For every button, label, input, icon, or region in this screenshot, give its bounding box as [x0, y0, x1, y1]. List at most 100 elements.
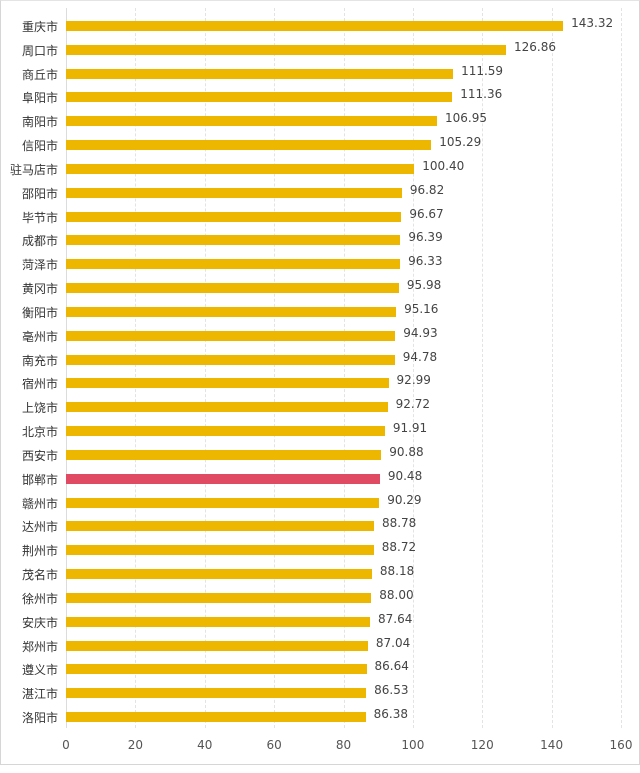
plot-area: 重庆市 143.32 周口市 126.86 商丘市 111.59 阜阳市 111.36 南阳市 1… — [10, 8, 622, 729]
category-label: 黄冈市 — [21, 282, 58, 297]
value-label: 86.64 — [374, 659, 409, 674]
bar-row: 南阳市 106.95 — [22, 109, 621, 133]
value-label: 86.53 — [374, 683, 409, 698]
bar — [66, 116, 437, 127]
bar — [66, 283, 399, 294]
bar-row: 安庆市 87.64 — [22, 610, 621, 634]
bar-row: 遵义市 86.64 — [22, 657, 621, 681]
bar-row: 周口市 126.86 — [22, 38, 621, 62]
value-label: 92.99 — [396, 373, 431, 388]
category-label: 周口市 — [21, 43, 58, 58]
value-label: 94.78 — [402, 349, 438, 364]
gridline — [551, 8, 553, 728]
bar-row: 邯郸市 90.48 — [22, 467, 621, 491]
bar — [66, 306, 397, 317]
value-label: 88.72 — [381, 540, 417, 555]
category-label: 驻马店市 — [9, 162, 58, 177]
bar — [66, 616, 370, 627]
category-label: 重庆市 — [21, 20, 58, 34]
category-label: 南充市 — [21, 353, 58, 368]
bar — [66, 449, 382, 460]
value-label: 88.00 — [379, 587, 414, 602]
highlighted-bar — [66, 473, 380, 484]
gridline — [343, 8, 345, 728]
bar — [66, 68, 454, 79]
value-label: 106.95 — [444, 111, 487, 126]
bar-row: 邵阳市 96.82 — [22, 181, 621, 205]
gridline — [482, 8, 484, 728]
category-label: 南阳市 — [21, 115, 58, 130]
x-tick-label: 100 — [401, 738, 425, 752]
x-tick-label: 0 — [62, 738, 70, 752]
bar — [66, 688, 367, 699]
category-label: 郑州市 — [21, 639, 58, 654]
gridline — [412, 8, 414, 728]
gridline — [204, 8, 206, 728]
bar — [66, 163, 415, 174]
category-label: 亳州市 — [21, 329, 58, 344]
category-label: 毕节市 — [21, 210, 58, 225]
value-label: 96.82 — [409, 182, 445, 197]
value-label: 92.72 — [395, 397, 430, 412]
category-label: 信阳市 — [21, 139, 58, 154]
category-label: 宿州市 — [21, 377, 58, 392]
bar-row: 南充市 94.78 — [22, 348, 621, 372]
bar-row: 茂名市 88.18 — [22, 562, 621, 586]
category-label: 阜阳市 — [21, 91, 58, 106]
bar — [66, 426, 385, 437]
gridline — [621, 8, 622, 728]
value-label: 96.67 — [409, 206, 444, 221]
bar-row: 西安市 90.88 — [22, 443, 621, 467]
value-label: 143.32 — [571, 16, 614, 30]
bar — [66, 187, 402, 198]
bar-row: 商丘市 111.59 — [22, 62, 621, 86]
bar — [66, 640, 368, 651]
x-tick-label: 140 — [540, 738, 564, 752]
category-label: 荆州市 — [21, 544, 58, 559]
value-label: 86.38 — [373, 707, 408, 722]
category-label: 上饶市 — [21, 401, 58, 416]
value-label: 100.40 — [422, 158, 465, 173]
gridline — [66, 8, 67, 728]
value-label: 94.93 — [403, 325, 438, 340]
bar — [66, 664, 367, 675]
bar — [66, 330, 396, 341]
bar — [66, 521, 374, 532]
bar — [66, 259, 401, 270]
category-label: 成都市 — [21, 234, 58, 249]
category-label: 衡阳市 — [21, 305, 58, 320]
category-label: 湛江市 — [21, 687, 58, 702]
value-label: 91.91 — [392, 421, 428, 436]
bar-row: 毕节市 96.67 — [22, 205, 621, 229]
category-label: 邵阳市 — [21, 186, 58, 201]
bar — [66, 712, 366, 723]
bar-row: 上饶市 92.72 — [22, 395, 621, 419]
bar-row: 洛阳市 86.38 — [22, 705, 621, 729]
category-label: 安庆市 — [21, 615, 58, 630]
bar — [66, 402, 388, 413]
bar-row: 成都市 96.39 — [22, 228, 621, 252]
x-tick-label: 40 — [197, 738, 213, 752]
category-label: 商丘市 — [21, 67, 58, 82]
bar-row: 阜阳市 111.36 — [22, 85, 621, 109]
category-label: 洛阳市 — [21, 711, 58, 726]
bar-row: 重庆市 143.32 — [22, 14, 621, 38]
value-label: 111.59 — [461, 63, 504, 78]
bar — [66, 545, 374, 556]
bar-row: 荆州市 88.72 — [22, 538, 621, 562]
category-label: 西安市 — [21, 448, 58, 463]
category-label: 菏泽市 — [21, 258, 58, 273]
value-label: 95.16 — [404, 301, 439, 316]
x-tick-label: 120 — [470, 738, 494, 752]
bar — [66, 592, 372, 603]
bar-row: 徐州市 88.00 — [22, 586, 621, 610]
category-label: 赣州市 — [21, 496, 58, 511]
bar-row: 亳州市 94.93 — [22, 324, 621, 348]
value-label: 87.04 — [375, 635, 411, 650]
value-label: 90.88 — [389, 444, 424, 459]
value-label: 111.36 — [460, 87, 503, 102]
value-label: 88.18 — [379, 564, 415, 579]
category-label: 邯郸市 — [21, 472, 58, 487]
x-tick-label: 80 — [335, 738, 352, 752]
category-label: 达州市 — [21, 520, 58, 535]
